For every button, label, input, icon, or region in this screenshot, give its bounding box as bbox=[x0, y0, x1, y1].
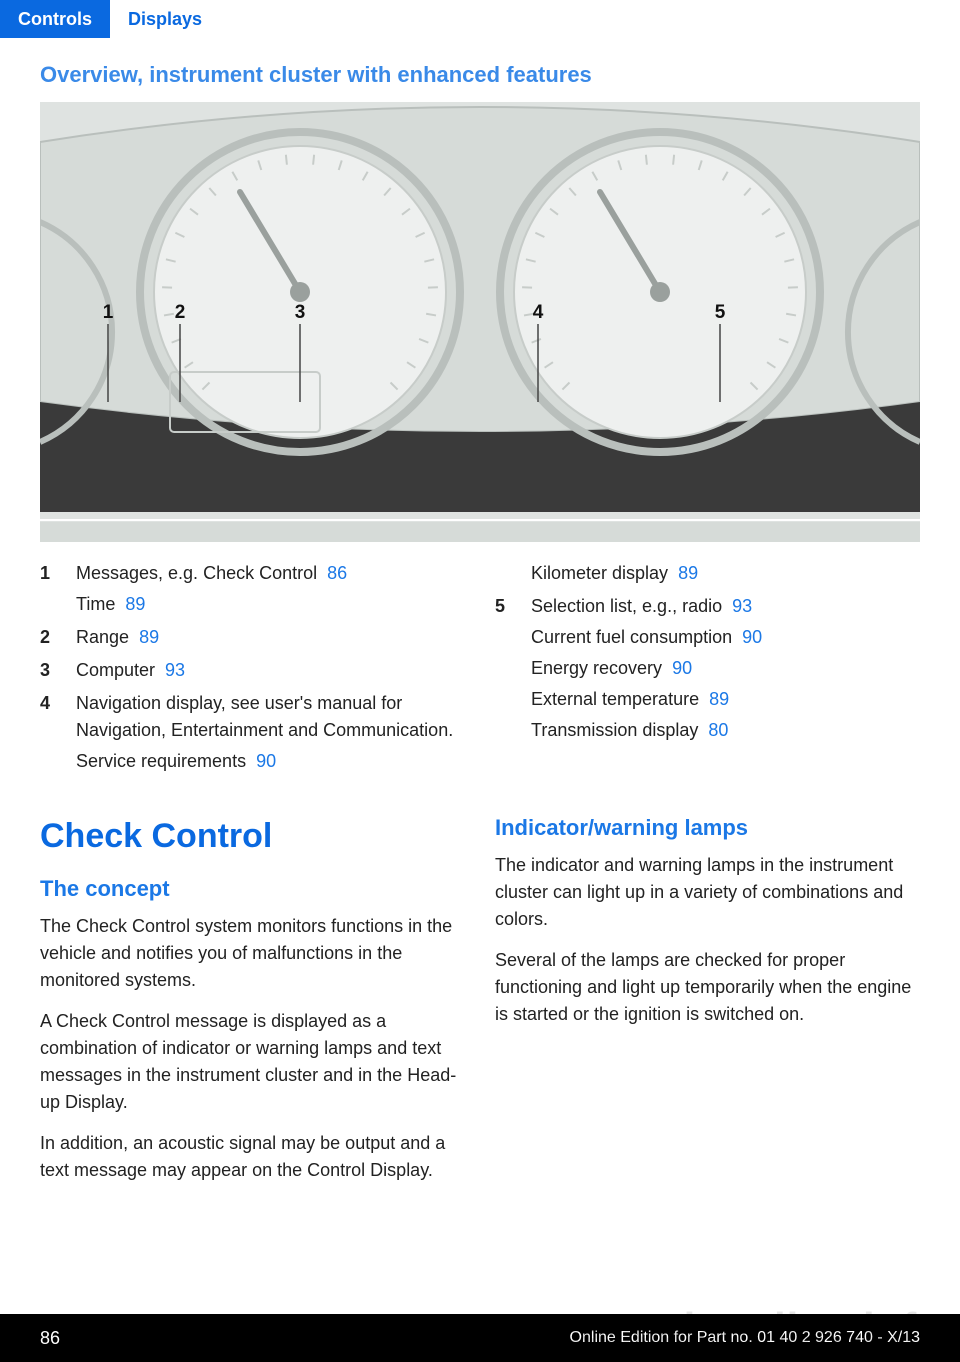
footer-edition: Online Edition for Part no. 01 40 2 926 … bbox=[570, 1329, 920, 1347]
callout-row: Kilometer display 89 bbox=[495, 560, 920, 587]
callout-line: Energy recovery 90 bbox=[531, 655, 920, 682]
callout-line: Current fuel consumption 90 bbox=[531, 624, 920, 651]
callout-line: Transmission display 80 bbox=[531, 717, 920, 744]
article-right-column: Indicator/warning lamps The indicator an… bbox=[495, 811, 920, 1198]
callout-line: Kilometer display 89 bbox=[531, 560, 920, 587]
callout-row: 5Selection list, e.g., radio 93Current f… bbox=[495, 593, 920, 744]
callout-number: 2 bbox=[40, 624, 60, 651]
article-paragraph: The Check Control system monitors functi… bbox=[40, 913, 465, 994]
callout-line: Range 89 bbox=[76, 624, 465, 651]
page-footer: 86 Online Edition for Part no. 01 40 2 9… bbox=[0, 1314, 960, 1362]
page-number: 86 bbox=[40, 1328, 60, 1349]
callout-body: Navigation display, see user's manual fo… bbox=[76, 690, 465, 775]
callout-text: Messages, e.g. Check Control bbox=[76, 563, 317, 583]
section-heading: Overview, instrument cluster with enhanc… bbox=[40, 62, 920, 88]
svg-text:1: 1 bbox=[103, 302, 114, 323]
callout-line: Service requirements 90 bbox=[76, 748, 465, 775]
callout-row: 2 Range 89 bbox=[40, 624, 465, 651]
article: Check Control The concept The Check Cont… bbox=[40, 811, 920, 1198]
callout-text: Current fuel consumption bbox=[531, 627, 732, 647]
article-left-column: Check Control The concept The Check Cont… bbox=[40, 811, 465, 1198]
callout-body: Selection list, e.g., radio 93Current fu… bbox=[531, 593, 920, 744]
page-ref-link[interactable]: 93 bbox=[732, 596, 752, 616]
callout-number: 3 bbox=[40, 657, 60, 684]
article-h2-concept: The concept bbox=[40, 872, 465, 905]
callout-text: Selection list, e.g., radio bbox=[531, 596, 722, 616]
callout-row: 1 Messages, e.g. Check Control 86 Time 89 bbox=[40, 560, 465, 618]
article-paragraph: Several of the lamps are checked for pro… bbox=[495, 947, 920, 1028]
callout-text: Kilometer display bbox=[531, 563, 668, 583]
svg-text:3: 3 bbox=[295, 302, 306, 323]
svg-text:4: 4 bbox=[533, 302, 544, 323]
page-ref-link[interactable]: 89 bbox=[678, 563, 698, 583]
page-ref-link[interactable]: 89 bbox=[139, 627, 159, 647]
callout-text: Navigation display, see user's manual fo… bbox=[76, 693, 453, 740]
article-paragraph: In addition, an acoustic signal may be o… bbox=[40, 1130, 465, 1184]
svg-text:2: 2 bbox=[175, 302, 186, 323]
page-ref-link[interactable]: 86 bbox=[327, 563, 347, 583]
tab-controls[interactable]: Controls bbox=[0, 0, 110, 38]
page-ref-link[interactable]: 80 bbox=[708, 720, 728, 740]
callout-text: Range bbox=[76, 627, 129, 647]
tab-displays[interactable]: Displays bbox=[110, 0, 220, 38]
callout-line: External temperature 89 bbox=[531, 686, 920, 713]
instrument-cluster-figure: 1 2 3 4 5 bbox=[40, 102, 920, 542]
callout-line: Selection list, e.g., radio 93 bbox=[531, 593, 920, 620]
callout-row: 4 Navigation display, see user's manual f… bbox=[40, 690, 465, 775]
callout-body: Kilometer display 89 bbox=[531, 560, 920, 587]
callout-line: Messages, e.g. Check Control 86 bbox=[76, 560, 465, 587]
callout-row: 3 Computer 93 bbox=[40, 657, 465, 684]
page-ref-link[interactable]: 90 bbox=[256, 751, 276, 771]
callout-number: 1 bbox=[40, 560, 60, 618]
callout-text: Service requirements bbox=[76, 751, 246, 771]
article-paragraph: The indicator and warning lamps in the i… bbox=[495, 852, 920, 933]
callout-text: Energy recovery bbox=[531, 658, 662, 678]
svg-text:5: 5 bbox=[715, 302, 726, 323]
article-paragraph: A Check Control message is displayed as … bbox=[40, 1008, 465, 1116]
callout-line: Time 89 bbox=[76, 591, 465, 618]
article-h1-check-control: Check Control bbox=[40, 811, 465, 862]
callout-line: Navigation display, see user's manual fo… bbox=[76, 690, 465, 744]
page-ref-link[interactable]: 89 bbox=[709, 689, 729, 709]
article-h2-indicator-lamps: Indicator/warning lamps bbox=[495, 811, 920, 844]
callout-text: External temperature bbox=[531, 689, 699, 709]
callout-number bbox=[495, 560, 515, 587]
callout-text: Computer bbox=[76, 660, 155, 680]
callout-list: 1Messages, e.g. Check Control 86Time 892… bbox=[40, 560, 920, 781]
header-tabs: Controls Displays bbox=[0, 0, 960, 38]
callout-text: Transmission display bbox=[531, 720, 698, 740]
callout-body: Computer 93 bbox=[76, 657, 465, 684]
page-body: Overview, instrument cluster with enhanc… bbox=[0, 38, 960, 1198]
callout-text: Time bbox=[76, 594, 115, 614]
callout-body: Messages, e.g. Check Control 86 Time 89 bbox=[76, 560, 465, 618]
callout-body: Range 89 bbox=[76, 624, 465, 651]
page-ref-link[interactable]: 89 bbox=[125, 594, 145, 614]
callout-number: 4 bbox=[40, 690, 60, 775]
callout-line: Computer 93 bbox=[76, 657, 465, 684]
page-ref-link[interactable]: 93 bbox=[165, 660, 185, 680]
page-ref-link[interactable]: 90 bbox=[672, 658, 692, 678]
page-ref-link[interactable]: 90 bbox=[742, 627, 762, 647]
callout-number: 5 bbox=[495, 593, 515, 744]
